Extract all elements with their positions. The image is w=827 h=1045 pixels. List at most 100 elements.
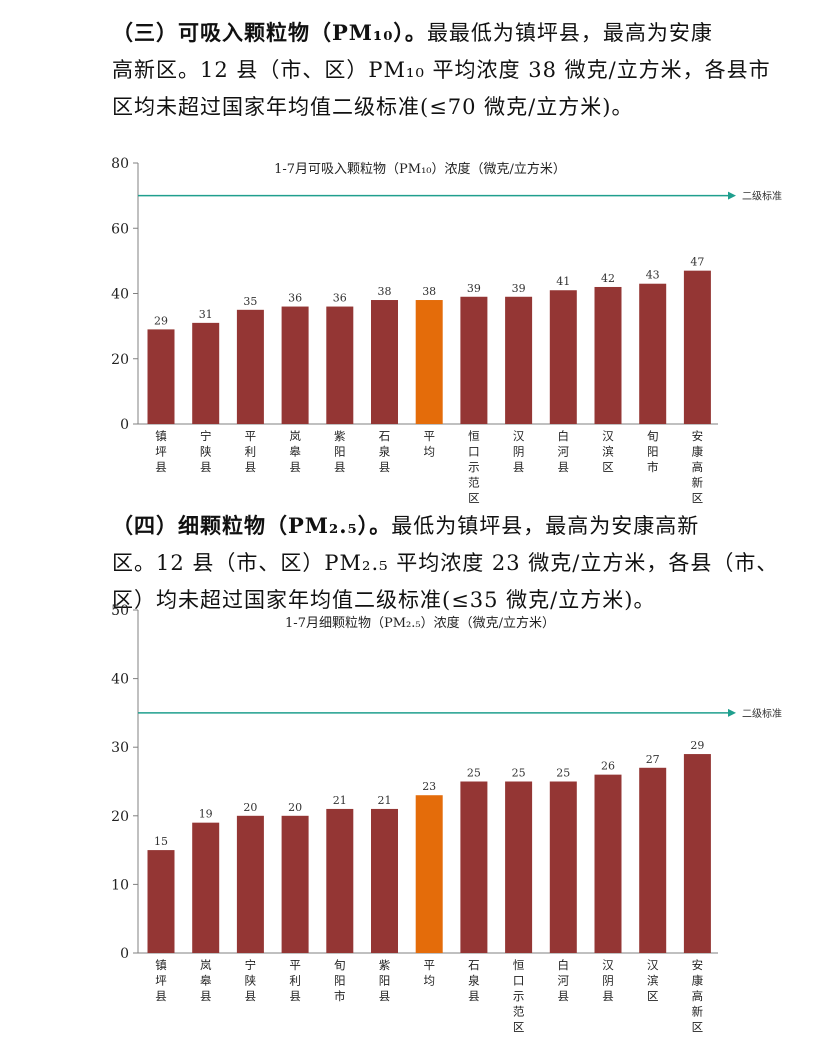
data-label: 29 <box>154 314 168 327</box>
data-label: 23 <box>422 780 436 793</box>
section4-line: 区。12 县（市、区）PM₂.₅ 平均浓度 23 微克/立方米，各县（市、 <box>112 551 779 575</box>
data-label: 42 <box>601 272 615 285</box>
category-label: 白河县 <box>558 429 570 474</box>
bar <box>236 815 264 953</box>
bar <box>415 795 443 953</box>
category-label: 汉阴县 <box>602 958 614 1003</box>
bar <box>505 296 533 424</box>
bar <box>639 283 667 424</box>
standard-line-label: 二级标准 <box>742 708 782 720</box>
section3-line: 高新区。12 县（市、区）PM₁₀ 平均浓度 38 微克/立方米，各县市 <box>112 58 771 82</box>
section3-line: 最最低为镇坪县，最高为安康 <box>426 21 713 45</box>
data-label: 21 <box>333 794 347 807</box>
section3-line: 区均未超过国家年均值二级标准(≤70 微克/立方米)。 <box>112 95 634 119</box>
section4-line: 最低为镇坪县，最高为安康高新 <box>391 514 700 538</box>
pm10-bar-chart: 0 20 40 60 80 1-7月可吸入颗粒物（PM₁₀）浓度（微克/立方米） 二级标准 2… <box>111 156 782 505</box>
category-label: 岚皋县 <box>200 958 212 1003</box>
category-label: 石泉县 <box>379 429 391 474</box>
category-label: 汉阴县 <box>513 429 525 474</box>
data-label: 31 <box>199 308 213 321</box>
section4-heading: （四）细颗粒物（PM₂.₅）。 <box>112 513 392 538</box>
category-label: 宁陕县 <box>245 958 257 1003</box>
bar <box>594 286 622 424</box>
bar <box>639 767 667 953</box>
category-label: 安康高新区 <box>692 958 704 1034</box>
data-label: 15 <box>154 835 168 848</box>
bar <box>147 329 175 424</box>
bar <box>415 300 443 424</box>
category-label: 旬阳市 <box>334 958 346 1003</box>
data-label: 20 <box>288 801 302 814</box>
y-tick-label: 0 <box>120 946 129 962</box>
bar <box>371 808 398 953</box>
bar <box>281 306 309 424</box>
bar <box>147 850 175 953</box>
y-tick-label: 30 <box>111 740 129 756</box>
standard-line-arrow <box>728 708 736 717</box>
y-tick-label: 60 <box>111 221 129 237</box>
chart-title: 1-7月细颗粒物（PM₂.₅）浓度（微克/立方米） <box>285 615 555 631</box>
category-label: 宁陕县 <box>200 429 212 474</box>
bar <box>549 290 577 424</box>
bar <box>594 774 622 953</box>
data-label: 39 <box>512 282 526 295</box>
data-label: 36 <box>288 292 302 305</box>
category-label: 安康高新区 <box>692 429 704 505</box>
data-label: 38 <box>422 285 436 298</box>
category-label: 石泉县 <box>468 958 480 1003</box>
data-label: 35 <box>243 295 257 308</box>
data-label: 21 <box>378 794 392 807</box>
bar <box>683 270 711 424</box>
bar <box>281 815 309 953</box>
y-tick-label: 20 <box>111 809 129 825</box>
y-tick-label: 40 <box>111 287 129 303</box>
bar <box>460 781 488 953</box>
data-label: 43 <box>646 269 660 282</box>
data-label: 26 <box>601 760 615 773</box>
data-label: 41 <box>556 275 570 288</box>
data-label: 36 <box>333 292 347 305</box>
pm25-bar-chart: 0 10 20 30 40 50 1-7月细颗粒物（PM₂.₅）浓度（微克/立方米） 二级标准… <box>111 603 782 1034</box>
data-label: 20 <box>243 801 257 814</box>
category-label: 恒口示范区 <box>513 958 525 1034</box>
bar <box>236 309 264 424</box>
category-label: 白河县 <box>558 958 570 1003</box>
section4-text: （四）细颗粒物（PM₂.₅）。最低为镇坪县，最高为安康高新 区。12 县（市、区… <box>112 507 779 619</box>
category-label: 紫阳县 <box>379 958 391 1003</box>
data-label: 39 <box>467 282 481 295</box>
section3-text: （三）可吸入颗粒物（PM₁₀）。最最低为镇坪县，最高为安康 高新区。12 县（市… <box>112 14 771 126</box>
category-label: 汉滨区 <box>647 958 659 1003</box>
data-label: 47 <box>690 256 704 269</box>
y-tick-label: 80 <box>111 156 129 172</box>
standard-line-label: 二级标准 <box>742 191 782 203</box>
bar <box>460 296 488 424</box>
y-tick-label: 0 <box>120 417 129 433</box>
y-tick-label: 40 <box>111 672 129 688</box>
data-label: 25 <box>467 767 481 780</box>
category-label: 旬阳市 <box>647 429 659 474</box>
data-label: 29 <box>690 739 704 752</box>
data-label: 27 <box>646 753 660 766</box>
y-tick-label: 10 <box>111 877 129 893</box>
data-label: 25 <box>512 767 526 780</box>
category-label: 镇坪县 <box>155 958 167 1003</box>
y-tick-label: 50 <box>111 603 129 619</box>
category-label: 汉滨区 <box>602 429 614 474</box>
bar <box>683 754 711 953</box>
bar <box>192 822 220 953</box>
category-label: 紫阳县 <box>334 429 346 474</box>
category-label: 岚皋县 <box>289 429 301 474</box>
section3-heading: （三）可吸入颗粒物（PM₁₀）。 <box>112 20 427 45</box>
chart-title: 1-7月可吸入颗粒物（PM₁₀）浓度（微克/立方米） <box>274 161 566 177</box>
bar <box>192 322 220 424</box>
data-label: 25 <box>556 767 570 780</box>
bar <box>505 781 533 953</box>
section4-line: 区）均未超过国家年均值二级标准(≤35 微克/立方米)。 <box>112 588 656 612</box>
bar <box>549 781 577 953</box>
category-label: 恒口示范区 <box>468 429 480 505</box>
standard-line-arrow <box>728 191 736 200</box>
y-tick-label: 20 <box>111 352 129 368</box>
data-label: 38 <box>378 285 392 298</box>
bar <box>326 306 354 424</box>
category-label: 镇坪县 <box>155 429 167 474</box>
